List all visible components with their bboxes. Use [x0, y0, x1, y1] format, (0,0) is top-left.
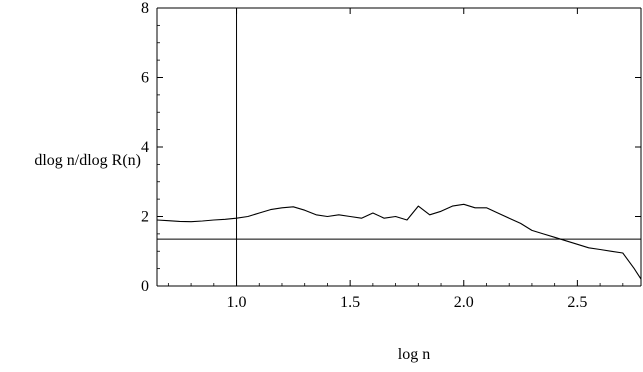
y-tick-label: 2 — [141, 209, 149, 226]
y-tick-label: 0 — [141, 278, 149, 295]
x-axis-title: log n — [398, 346, 430, 363]
x-tick-label: 1.5 — [340, 294, 360, 311]
x-tick-label: 2.5 — [567, 294, 587, 311]
axes: 0 2 4 6 8 1.0 1.5 2.0 2.5 — [141, 0, 642, 311]
data-series-line — [156, 203, 642, 280]
y-tick-label: 8 — [141, 0, 149, 17]
y-axis-title: dlog n/dlog R(n) — [34, 152, 141, 169]
series-layer — [156, 203, 642, 280]
reference-lines — [157, 8, 641, 286]
x-tick-label: 2.0 — [454, 294, 474, 311]
y-tick-label: 6 — [141, 70, 149, 87]
x-tick-label: 1.0 — [227, 294, 247, 311]
y-tick-label: 4 — [141, 139, 149, 156]
